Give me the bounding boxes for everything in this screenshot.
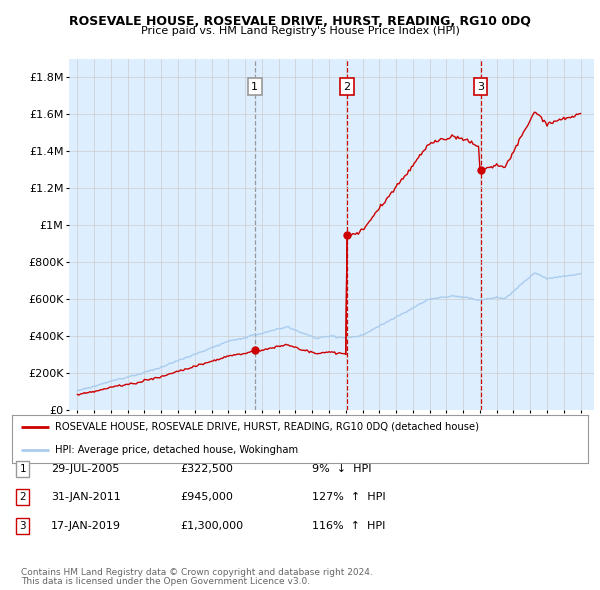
Text: Price paid vs. HM Land Registry's House Price Index (HPI): Price paid vs. HM Land Registry's House … (140, 26, 460, 36)
Text: Contains HM Land Registry data © Crown copyright and database right 2024.: Contains HM Land Registry data © Crown c… (21, 568, 373, 577)
Text: 3: 3 (19, 521, 26, 530)
Text: 1: 1 (251, 81, 258, 91)
Text: £945,000: £945,000 (180, 493, 233, 502)
Text: 127%  ↑  HPI: 127% ↑ HPI (312, 493, 386, 502)
Text: 2: 2 (344, 81, 350, 91)
Text: 1: 1 (19, 464, 26, 474)
Bar (254, 59, 347, 410)
Text: 31-JAN-2011: 31-JAN-2011 (51, 493, 121, 502)
Text: This data is licensed under the Open Government Licence v3.0.: This data is licensed under the Open Gov… (21, 578, 310, 586)
Text: £1,300,000: £1,300,000 (180, 521, 243, 530)
Text: ROSEVALE HOUSE, ROSEVALE DRIVE, HURST, READING, RG10 0DQ (detached house): ROSEVALE HOUSE, ROSEVALE DRIVE, HURST, R… (55, 422, 479, 432)
Text: HPI: Average price, detached house, Wokingham: HPI: Average price, detached house, Woki… (55, 445, 298, 455)
Text: 29-JUL-2005: 29-JUL-2005 (51, 464, 119, 474)
Text: £322,500: £322,500 (180, 464, 233, 474)
Text: 9%  ↓  HPI: 9% ↓ HPI (312, 464, 371, 474)
Bar (347, 59, 481, 410)
Text: 2: 2 (19, 493, 26, 502)
Text: ROSEVALE HOUSE, ROSEVALE DRIVE, HURST, READING, RG10 0DQ: ROSEVALE HOUSE, ROSEVALE DRIVE, HURST, R… (69, 15, 531, 28)
Text: 116%  ↑  HPI: 116% ↑ HPI (312, 521, 385, 530)
Text: 3: 3 (477, 81, 484, 91)
Text: 17-JAN-2019: 17-JAN-2019 (51, 521, 121, 530)
